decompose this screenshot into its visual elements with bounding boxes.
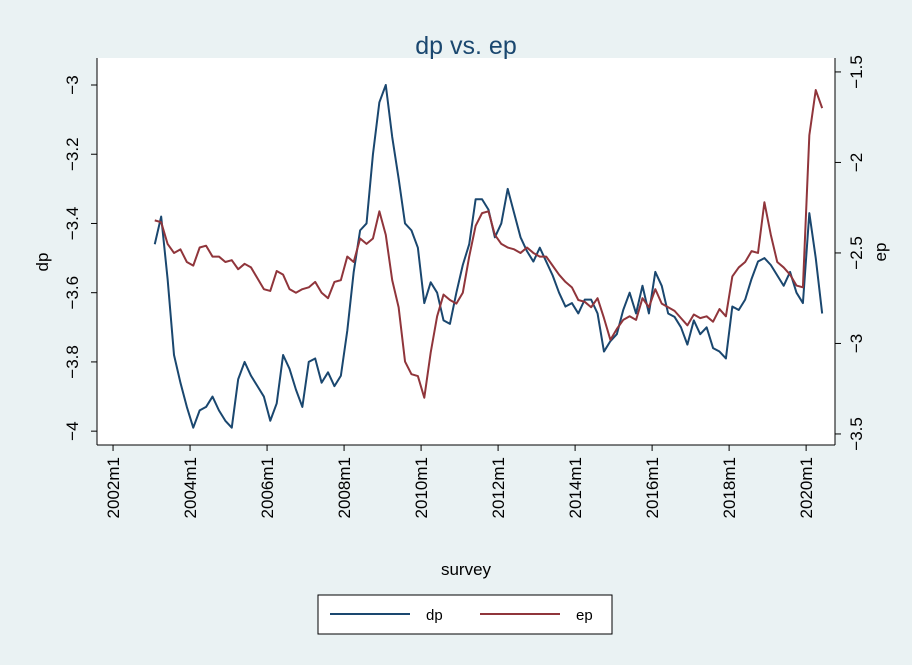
chart-title: dp vs. ep bbox=[415, 32, 516, 60]
y-tick-label: −3.2 bbox=[63, 137, 82, 171]
x-tick-label: 2008m1 bbox=[335, 457, 354, 518]
x-tick-label: 2002m1 bbox=[104, 457, 123, 518]
y-tick-label: −4 bbox=[63, 421, 82, 440]
y2-tick-label: −1.5 bbox=[847, 55, 866, 89]
y2-axis-title: ep bbox=[871, 243, 890, 262]
legend-label: dp bbox=[426, 607, 443, 624]
x-tick-label: 2016m1 bbox=[643, 457, 662, 518]
x-tick-label: 2010m1 bbox=[412, 457, 431, 518]
y2-tick-label: −3 bbox=[847, 334, 866, 353]
y-tick-label: −3.8 bbox=[63, 345, 82, 379]
x-tick-label: 2004m1 bbox=[181, 457, 200, 518]
x-tick-label: 2014m1 bbox=[566, 457, 585, 518]
y-tick-label: −3.6 bbox=[63, 276, 82, 310]
x-tick-label: 2006m1 bbox=[258, 457, 277, 518]
y2-tick-label: −2.5 bbox=[847, 236, 866, 270]
y-axis-title: dp bbox=[33, 253, 52, 272]
x-tick-label: 2018m1 bbox=[720, 457, 739, 518]
y-tick-label: −3.4 bbox=[63, 207, 82, 241]
y-tick-label: −3 bbox=[63, 75, 82, 94]
x-axis-title: survey bbox=[441, 560, 492, 579]
x-tick-label: 2012m1 bbox=[489, 457, 508, 518]
series-line bbox=[154, 89, 824, 399]
legend-label: ep bbox=[576, 607, 593, 624]
x-tick-label: 2020m1 bbox=[797, 457, 816, 518]
y2-tick-label: −2 bbox=[847, 153, 866, 172]
y2-tick-label: −3.5 bbox=[847, 417, 866, 451]
series-line bbox=[153, 84, 824, 429]
